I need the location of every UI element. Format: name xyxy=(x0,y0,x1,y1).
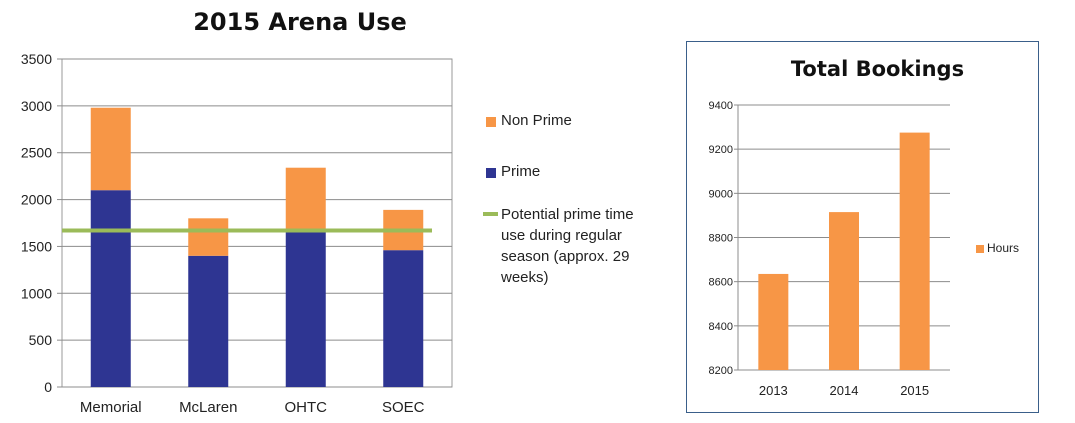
legend-label-non-prime: Non Prime xyxy=(501,112,572,129)
arena-chart-title: 2015 Arena Use xyxy=(193,8,407,36)
arena-bar-non-prime xyxy=(285,167,326,233)
arena-y-tick-label: 0 xyxy=(44,379,52,395)
arena-y-tick-label: 3500 xyxy=(21,51,52,67)
arena-x-tick-label: SOEC xyxy=(382,399,425,416)
legend-swatch-potential-prime xyxy=(483,212,498,216)
legend-label-prime: Prime xyxy=(501,163,541,180)
arena-y-tick-label: 1500 xyxy=(21,238,52,254)
legend-label-hours: Hours xyxy=(987,241,1020,255)
arena-y-tick-label: 3000 xyxy=(21,98,52,114)
legend-label-potential-prime: Potential prime time use during regular … xyxy=(501,206,634,286)
arena-x-tick-label: OHTC xyxy=(285,399,328,416)
bookings-bar-hours xyxy=(758,273,789,370)
arena-bar-non-prime xyxy=(90,107,131,191)
arena-bar-prime xyxy=(90,190,131,387)
bookings-y-tick-label: 8400 xyxy=(709,321,733,333)
bookings-y-tick-label: 8600 xyxy=(709,277,733,289)
arena-y-tick-label: 1000 xyxy=(21,285,52,301)
arena-bar-prime xyxy=(188,255,229,387)
arena-bar-prime xyxy=(285,232,326,387)
bookings-chart-frame xyxy=(686,41,1039,413)
bookings-x-tick-label: 2013 xyxy=(759,383,788,398)
legend-swatch-non-prime xyxy=(486,117,496,127)
arena-x-tick-label: McLaren xyxy=(179,399,237,416)
arena-bar-prime xyxy=(383,250,424,387)
arena-x-tick-label: Memorial xyxy=(80,399,142,416)
bookings-y-tick-label: 9200 xyxy=(709,144,733,156)
legend-swatch-hours xyxy=(976,245,984,253)
bookings-y-tick-label: 9000 xyxy=(709,188,733,200)
arena-bar-non-prime xyxy=(188,218,229,256)
bookings-bar-hours xyxy=(829,212,859,370)
bookings-bar-hours xyxy=(899,132,930,370)
bookings-y-tick-label: 8200 xyxy=(709,365,733,377)
bookings-y-tick-label: 8800 xyxy=(709,233,733,245)
bookings-x-tick-label: 2014 xyxy=(830,383,859,398)
arena-y-tick-label: 2500 xyxy=(21,145,52,161)
legend-swatch-prime xyxy=(486,168,496,178)
arena-y-tick-label: 500 xyxy=(29,332,53,348)
bookings-chart-title: Total Bookings xyxy=(790,57,965,81)
bookings-x-tick-label: 2015 xyxy=(900,383,929,398)
arena-y-tick-label: 2000 xyxy=(21,192,52,208)
bookings-y-tick-label: 9400 xyxy=(709,100,733,112)
